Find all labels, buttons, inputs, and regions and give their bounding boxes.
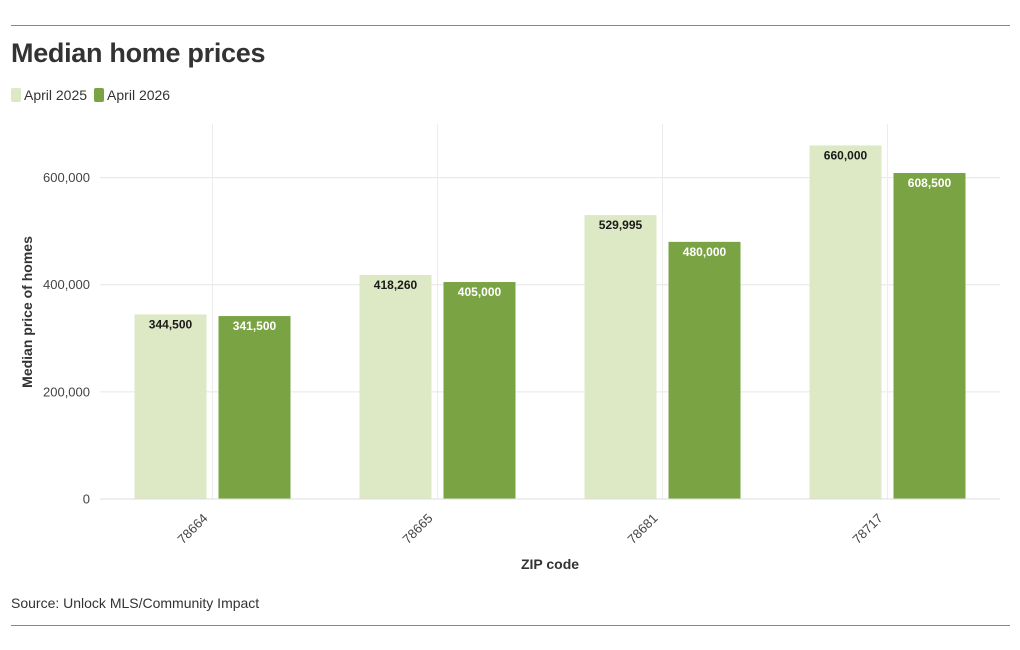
data-label: 341,500 — [233, 319, 277, 333]
bar-78681-april-2025 — [584, 215, 657, 500]
data-label: 480,000 — [683, 245, 727, 259]
chart-legend: April 2025 April 2026 — [11, 87, 177, 103]
bar-78665-april-2026 — [443, 282, 516, 499]
y-tick-label: 0 — [83, 492, 90, 507]
data-label: 405,000 — [458, 285, 502, 299]
bottom-divider — [11, 625, 1010, 626]
y-tick-label: 600,000 — [43, 170, 90, 185]
data-label: 660,000 — [824, 148, 868, 162]
legend-label-april-2026: April 2026 — [107, 87, 171, 103]
data-label: 344,500 — [149, 317, 193, 331]
x-tick-label: 78665 — [399, 511, 435, 547]
top-divider — [11, 25, 1010, 26]
legend-swatch-april-2025 — [11, 88, 21, 102]
bar-78717-april-2026 — [893, 173, 966, 499]
bar-78664-april-2026 — [218, 316, 291, 499]
legend-item-april-2026: April 2026 — [94, 87, 170, 103]
x-tick-label: 78664 — [174, 511, 210, 547]
source-note: Source: Unlock MLS/Community Impact — [11, 595, 260, 611]
data-label: 418,260 — [374, 278, 418, 292]
bar-78681-april-2026 — [668, 241, 741, 499]
legend-swatch-april-2026 — [94, 88, 105, 102]
x-tick-label: 78717 — [849, 511, 885, 547]
bar-78717-april-2025 — [809, 145, 882, 499]
data-label: 529,995 — [599, 218, 643, 232]
y-tick-label: 200,000 — [43, 384, 90, 399]
bar-78665-april-2025 — [359, 274, 432, 499]
x-axis-title: ZIP code — [521, 556, 579, 572]
bar-78664-april-2025 — [134, 314, 207, 499]
y-axis-title: Median price of homes — [19, 236, 35, 388]
legend-label-april-2025: April 2025 — [24, 87, 88, 103]
legend-item-april-2025: April 2025 — [11, 87, 87, 103]
chart-title: Median home prices — [11, 38, 266, 68]
data-label: 608,500 — [908, 176, 952, 190]
x-tick-label: 78681 — [624, 511, 660, 547]
y-tick-label: 400,000 — [43, 277, 90, 292]
